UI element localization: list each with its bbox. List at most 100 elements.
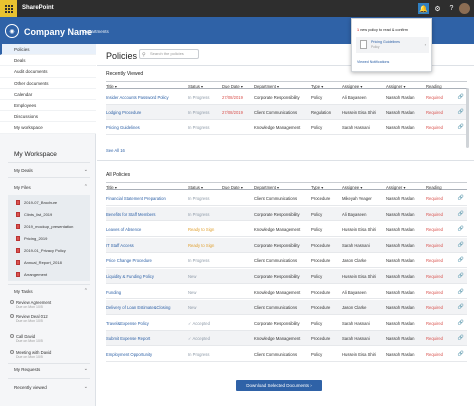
policy-title-link[interactable]: Lodging Procedure <box>106 110 142 115</box>
col-assignee[interactable]: Assignee ▾ <box>342 184 363 190</box>
file-item[interactable]: Pricing_2019 <box>16 234 47 242</box>
table-row[interactable]: Travel&Expense Policy ✓ Accepted Corporate… <box>106 316 467 331</box>
help-icon[interactable]: ? <box>449 5 454 12</box>
chevron-up-icon[interactable]: ⌃ <box>83 288 88 294</box>
policy-title-link[interactable]: Financial Statement Preparation <box>106 196 166 201</box>
chevron-down-icon[interactable]: ⌄ <box>83 167 88 173</box>
bell-icon[interactable]: 🔔 <box>418 3 429 14</box>
search-input[interactable]: ⚲ Search the policies <box>139 49 199 59</box>
table-row[interactable]: Price Change Procedure In Progress Client … <box>106 253 467 269</box>
recently-viewed-toggle[interactable]: Recently viewed <box>14 385 47 390</box>
link-icon[interactable]: 🔗 <box>457 273 464 279</box>
file-item[interactable]: 2019_mockup_presentation <box>16 222 73 230</box>
link-icon[interactable]: 🔗 <box>457 319 464 326</box>
policy-title-link[interactable]: Submit Expense Report <box>106 336 151 342</box>
file-item[interactable]: Arrangement <box>16 270 47 278</box>
table-row[interactable]: Financial Statement Preparation In Progre… <box>106 191 467 206</box>
table-row[interactable]: Benefits for Staff Members In Progress Cor… <box>106 206 467 222</box>
file-item[interactable]: Annual_Report_2018 <box>16 258 62 266</box>
sidebar-item-audit-documents[interactable]: Audit documents <box>0 66 96 78</box>
link-icon[interactable]: 🔗 <box>457 257 464 264</box>
link-icon[interactable]: 🔗 <box>457 351 464 357</box>
policy-title-link[interactable]: Benefits for Staff Members <box>106 211 156 217</box>
chevron-down-icon[interactable]: ⌄ <box>83 384 88 390</box>
task-item[interactable]: Review Agreement Due on Mon 10/5 <box>10 300 51 309</box>
table-row[interactable]: Lodging Procedure In Progress 27/08/2019 Cl… <box>106 105 467 120</box>
col-title[interactable]: Title ▾ <box>106 83 118 89</box>
chevron-down-icon[interactable]: ⌄ <box>83 366 88 372</box>
sidebar-item-discussions[interactable]: Discussions <box>0 111 96 123</box>
app-launcher-icon[interactable] <box>0 0 17 17</box>
sidebar-item-my-workspace[interactable]: My workspace <box>0 122 96 134</box>
sidebar-item-calendar[interactable]: Calendar <box>0 89 96 100</box>
table-row[interactable]: Delivery of Loan Estimate&Closing New Clie… <box>106 300 467 315</box>
departments-link[interactable]: Departments <box>83 29 109 34</box>
link-icon[interactable]: 🔗 <box>457 288 464 295</box>
col-status[interactable]: Status ▾ <box>188 184 204 190</box>
table-row[interactable]: Pricing Guidelines In Progress Knowledge M… <box>106 120 467 135</box>
avatar[interactable] <box>459 3 470 14</box>
gear-icon[interactable]: ⚙ <box>434 5 441 13</box>
link-icon[interactable]: 🔗 <box>457 195 464 201</box>
sidebar-item-deals[interactable]: Deals <box>0 55 96 67</box>
sidebar-item-employees[interactable]: Employees <box>0 100 96 112</box>
col-reading[interactable]: Reading <box>426 83 442 89</box>
link-icon[interactable]: 🔗 <box>457 94 464 100</box>
sidebar-item-policies[interactable]: Policies <box>0 44 96 56</box>
policy-title-link[interactable]: Travel&Expense Policy <box>106 320 149 326</box>
my-deals-toggle[interactable]: My Deals <box>14 168 33 173</box>
file-item[interactable]: 2019-01_Privacy Policy <box>16 246 66 254</box>
company-name[interactable]: Company Name <box>24 27 93 37</box>
table-row[interactable]: Employment Opportunity In Progress Client … <box>106 347 467 362</box>
notification-item[interactable]: Pricing Guidelines Policy › <box>356 37 429 53</box>
link-icon[interactable]: 🔗 <box>457 226 464 233</box>
policy-title-link[interactable]: Insider Accounts Password Policy <box>106 95 169 100</box>
col-type[interactable]: Type ▾ <box>311 83 324 89</box>
download-selected-button[interactable]: Download Selected Documents › <box>236 380 322 391</box>
table-row[interactable]: Leaves of Absence Ready to Sign Knowledge … <box>106 222 467 237</box>
task-item[interactable]: Call David Due on Mon 10/5 <box>10 334 43 343</box>
policy-title-link[interactable]: Liquidity & Funding Policy <box>106 274 154 279</box>
my-files-toggle[interactable]: My Files <box>14 185 31 190</box>
task-item[interactable]: Meeting with David Due on Mon 10/5 <box>10 350 51 359</box>
col-assigner[interactable]: Assigner ▾ <box>386 184 406 190</box>
policy-title-link[interactable]: Delivery of Loan Estimate&Closing <box>106 305 171 311</box>
policy-title-link[interactable]: Pricing Guidelines <box>106 125 140 130</box>
policy-title-link[interactable]: IT Staff Access <box>106 242 134 248</box>
task-checkbox[interactable] <box>10 334 14 338</box>
col-due-date[interactable]: Due Date ▾ <box>222 83 243 89</box>
link-icon[interactable]: 🔗 <box>457 241 464 248</box>
task-item[interactable]: Review Deal 012 Due on Mon 10/5 <box>10 314 48 323</box>
link-icon[interactable]: 🔗 <box>457 109 464 115</box>
scrollbar[interactable] <box>466 88 469 148</box>
my-requests-toggle[interactable]: My Requests <box>14 367 41 372</box>
link-icon[interactable]: 🔗 <box>457 124 464 130</box>
col-type[interactable]: Type ▾ <box>311 184 324 190</box>
chevron-up-icon[interactable]: ⌃ <box>83 184 88 190</box>
col-status[interactable]: Status ▾ <box>188 83 204 89</box>
policy-title-link[interactable]: Leaves of Absence <box>106 227 142 233</box>
file-item[interactable]: Clints_list_2019 <box>16 210 52 218</box>
sidebar-item-other-documents[interactable]: Other documents <box>0 78 96 89</box>
col-due-date[interactable]: Due Date ▾ <box>222 184 243 190</box>
task-checkbox[interactable] <box>10 314 14 318</box>
col-department[interactable]: Department ▾ <box>254 184 280 190</box>
app-name[interactable]: SharePoint <box>22 5 54 11</box>
col-title[interactable]: Title ▾ <box>106 184 118 190</box>
link-icon[interactable]: 🔗 <box>457 335 464 342</box>
link-icon[interactable]: 🔗 <box>457 304 464 311</box>
link-icon[interactable]: 🔗 <box>457 210 464 217</box>
policy-title-link[interactable]: Price Change Procedure <box>106 258 152 264</box>
table-row[interactable]: Funding New Knowledge Management Procedure A… <box>106 285 467 300</box>
col-assignee[interactable]: Assignee ▾ <box>342 83 363 89</box>
policy-title-link[interactable]: Funding <box>106 289 122 295</box>
task-checkbox[interactable] <box>10 300 14 304</box>
table-row[interactable]: Insider Accounts Password Policy In Progr… <box>106 90 467 105</box>
table-row[interactable]: Submit Expense Report ✓ Accepted Knowledge… <box>106 331 467 347</box>
col-department[interactable]: Department ▾ <box>254 83 280 89</box>
viewed-notifications-link[interactable]: Viewed Notifications <box>357 60 390 64</box>
task-checkbox[interactable] <box>10 350 14 354</box>
col-reading[interactable]: Reading <box>426 184 442 190</box>
file-item[interactable]: 2019-07_Brochure <box>16 198 57 206</box>
see-all-link[interactable]: See All 16 <box>106 148 125 153</box>
